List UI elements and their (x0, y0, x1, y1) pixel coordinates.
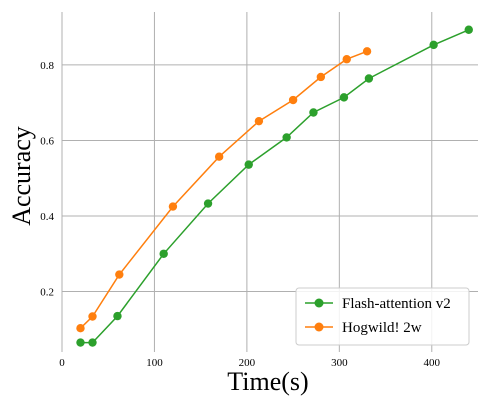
series-layer (76, 25, 473, 347)
data-point-series-0 (76, 338, 85, 347)
x-axis-title: Time(s) (227, 367, 308, 396)
data-point-series-0 (464, 25, 473, 34)
x-tick-label: 300 (331, 357, 348, 369)
x-tick-label: 0 (59, 357, 65, 369)
y-tick-label: 0.6 (40, 135, 54, 147)
data-point-series-0 (364, 74, 374, 83)
x-tick-label: 400 (424, 357, 441, 369)
legend-frame (295, 287, 470, 346)
data-point-series-1 (316, 72, 326, 82)
x-tick-label: 100 (146, 357, 163, 369)
data-point-series-0 (282, 133, 291, 142)
legend: Flash-attention v2 Hogwild! 2w (295, 287, 470, 346)
data-point-series-0 (244, 160, 253, 169)
y-tick-label: 0.8 (40, 60, 54, 72)
data-point-series-0 (113, 311, 122, 321)
y-tick-label: 0.2 (40, 287, 54, 299)
data-point-series-0 (309, 108, 318, 117)
data-point-series-1 (214, 152, 224, 161)
series-line-0 (80, 29, 470, 344)
legend-marker-flash-attention (314, 298, 324, 308)
data-point-series-1 (254, 116, 264, 126)
data-point-series-0 (159, 249, 168, 258)
data-point-series-0 (429, 40, 438, 50)
grid-layer (61, 12, 478, 352)
data-point-series-1 (342, 55, 351, 64)
data-point-series-0 (88, 338, 97, 347)
data-point-series-1 (288, 95, 298, 105)
data-point-series-0 (339, 93, 349, 102)
series-line-1 (79, 50, 368, 329)
x-tick-label: 200 (239, 357, 256, 369)
data-point-series-1 (76, 324, 85, 333)
legend-label-flash-attention: Flash-attention v2 (342, 296, 451, 312)
axis-layer: 0 100 200 300 400 0.2 0.4 0.6 0.8 (40, 60, 440, 369)
legend-marker-hogwild (314, 322, 324, 332)
data-point-series-1 (362, 47, 372, 56)
data-point-series-0 (203, 199, 213, 208)
y-axis-title: Accuracy (7, 126, 36, 226)
legend-label-hogwild: Hogwild! 2w (342, 320, 422, 336)
data-point-series-1 (168, 202, 178, 211)
data-point-series-1 (115, 270, 124, 279)
data-point-series-1 (88, 312, 97, 321)
y-tick-label: 0.4 (40, 211, 54, 223)
